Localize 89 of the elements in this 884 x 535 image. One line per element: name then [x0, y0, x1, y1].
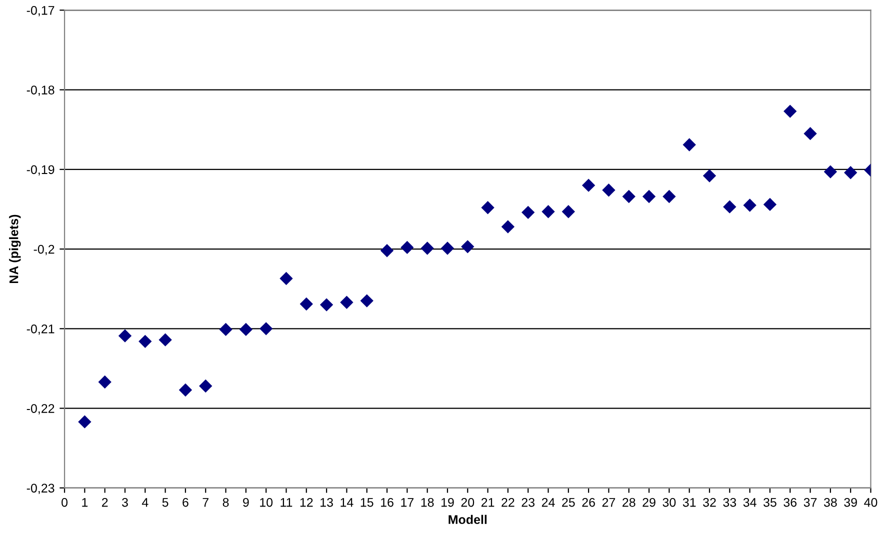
x-tick-label: 13 — [320, 498, 333, 507]
x-tick-label: 2 — [102, 498, 108, 507]
point — [461, 240, 474, 254]
y-tick-label: -0,22 — [26, 404, 54, 414]
x-tick-label: 15 — [360, 498, 374, 507]
x-tick-label: 21 — [481, 498, 494, 507]
x-tick-label: 37 — [804, 498, 817, 507]
point — [259, 322, 273, 336]
point — [501, 220, 515, 234]
x-tick-label: 9 — [243, 498, 249, 507]
x-tick-label: 35 — [763, 498, 776, 507]
x-tick-label: 10 — [260, 498, 273, 507]
x-tick-label: 36 — [784, 498, 797, 507]
x-tick-label: 27 — [602, 498, 616, 507]
point — [219, 322, 232, 336]
x-tick-label: 3 — [122, 498, 128, 507]
point — [440, 242, 454, 255]
point — [784, 104, 797, 118]
x-tick-label: 38 — [824, 498, 837, 507]
x-tick-label: 17 — [401, 498, 414, 507]
x-tick-label: 40 — [864, 498, 878, 507]
point — [400, 240, 414, 254]
x-tick-label: 34 — [743, 498, 756, 507]
point — [522, 206, 535, 220]
point — [481, 201, 494, 214]
point — [542, 205, 555, 218]
point — [642, 190, 656, 204]
x-tick-label: 20 — [461, 498, 474, 507]
point — [844, 166, 858, 180]
x-tick-label: 26 — [582, 498, 595, 507]
x-tick-label: 25 — [562, 498, 575, 507]
x-tick-label: 33 — [723, 498, 736, 507]
y-tick-label: -0,23 — [26, 484, 54, 494]
x-tick-label: 16 — [381, 498, 394, 507]
x-axis-title: Modell — [448, 514, 487, 524]
point — [360, 294, 374, 308]
x-tick-label: 19 — [441, 498, 454, 507]
point — [804, 126, 817, 140]
x-tick-label: 32 — [703, 498, 716, 507]
x-tick-label: 12 — [300, 498, 313, 507]
x-tick-label: 22 — [502, 498, 514, 507]
x-tick-label: 31 — [682, 498, 696, 507]
point — [763, 198, 777, 212]
point — [239, 322, 253, 336]
x-tick-label: 24 — [542, 498, 555, 507]
y-tick-label: -0,17 — [26, 6, 54, 16]
x-tick-label: 28 — [622, 498, 636, 507]
x-tick-label: 5 — [162, 498, 168, 507]
point — [118, 329, 132, 342]
point — [158, 333, 172, 346]
point — [622, 190, 636, 204]
point — [602, 184, 616, 197]
x-tick-label: 39 — [844, 498, 857, 507]
point — [98, 375, 112, 389]
x-tick-label: 0 — [62, 498, 68, 507]
point — [138, 334, 152, 348]
x-tick-label: 11 — [280, 498, 292, 507]
x-tick-label: 4 — [142, 498, 148, 507]
x-tick-label: 8 — [222, 498, 229, 507]
point — [199, 379, 212, 393]
x-tick-label: 29 — [642, 498, 656, 507]
point — [340, 296, 354, 309]
y-tick-label: -0,21 — [26, 324, 54, 335]
point — [702, 169, 716, 182]
x-tick-label: 18 — [421, 498, 434, 507]
x-tick-label: 30 — [662, 498, 676, 507]
x-tick-label: 6 — [182, 498, 188, 507]
y-tick-label: -0,18 — [26, 86, 54, 96]
point — [280, 272, 293, 286]
point — [743, 198, 756, 212]
point — [682, 138, 696, 152]
y-axis-title: NA (piglets) — [9, 214, 21, 284]
point — [723, 200, 736, 214]
point — [824, 165, 838, 178]
point — [662, 190, 676, 204]
y-tick-label: -0,2 — [34, 244, 54, 256]
y-tick-label: -0,19 — [26, 165, 54, 176]
x-tick-label: 7 — [202, 498, 208, 507]
x-tick-label: 1 — [82, 498, 88, 507]
x-tick-label: 14 — [340, 498, 354, 507]
point — [582, 178, 596, 192]
point — [78, 415, 92, 428]
point — [562, 205, 575, 218]
point — [420, 242, 434, 255]
point — [178, 383, 192, 397]
point — [380, 244, 394, 258]
x-tick-label: 23 — [522, 498, 535, 507]
point — [300, 297, 313, 311]
point — [320, 298, 334, 312]
